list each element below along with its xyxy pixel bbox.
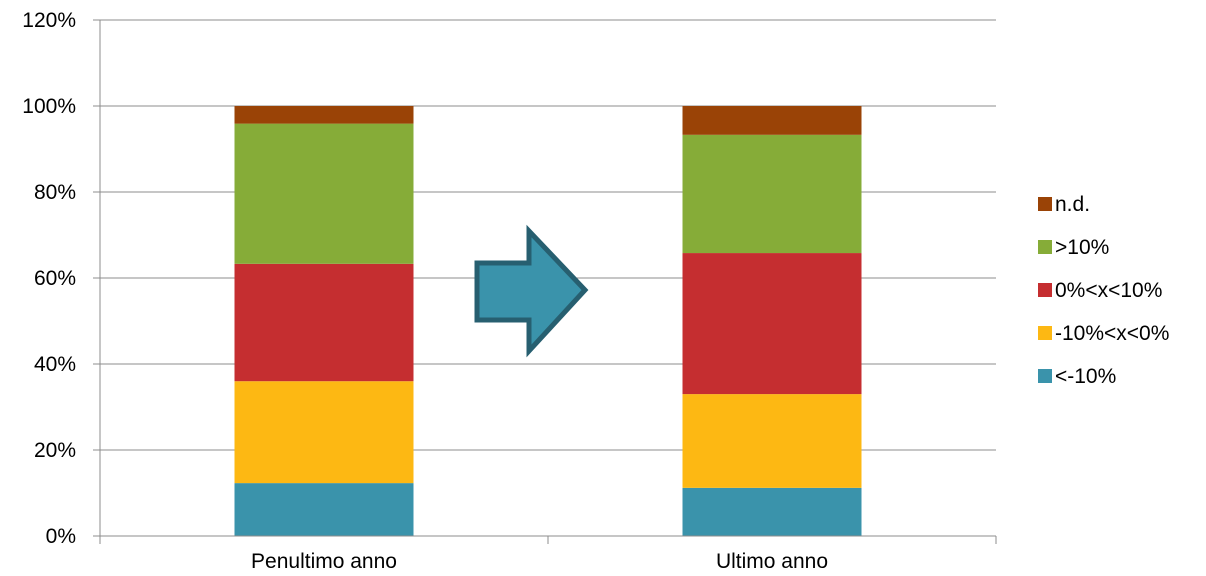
legend-label: >10% (1055, 236, 1109, 259)
bars (234, 106, 862, 536)
y-tick-label: 60% (34, 267, 76, 290)
legend: n.d. >10% 0%<x<10% -10%<x<0% <-10% (1038, 193, 1169, 388)
y-tick-label: 120% (22, 9, 76, 32)
bar-segment (682, 394, 862, 488)
y-tick-label: 20% (34, 439, 76, 462)
annotations (474, 224, 589, 358)
y-tick-label: 80% (34, 181, 76, 204)
legend-label: 0%<x<10% (1055, 279, 1162, 302)
y-tick-label: 40% (34, 353, 76, 376)
arrow-right-icon (474, 224, 589, 358)
tick-labels: 0% 20% 40% 60% 80% 100% 120% Penultimo anno Ulti… (22, 9, 828, 573)
bar-segment (682, 487, 862, 536)
legend-swatch (1038, 240, 1052, 254)
legend-swatch (1038, 369, 1052, 383)
bar-segment (682, 106, 862, 135)
bar-segment (234, 263, 414, 382)
gridlines (100, 19, 996, 451)
bar-segment (682, 253, 862, 395)
bar-segment (234, 381, 414, 484)
x-tick-label: Ultimo anno (716, 550, 828, 573)
legend-swatch (1038, 326, 1052, 340)
legend-swatch (1038, 283, 1052, 297)
bar-segment (234, 123, 414, 264)
bar-segment (234, 106, 414, 124)
legend-label: n.d. (1055, 193, 1090, 216)
legend-label: <-10% (1055, 365, 1116, 388)
y-tick-label: 100% (22, 95, 76, 118)
x-tick-label: Penultimo anno (251, 550, 397, 573)
bar-segment (682, 134, 862, 254)
bar-segment (234, 483, 414, 536)
legend-label: -10%<x<0% (1055, 322, 1169, 345)
legend-swatch (1038, 197, 1052, 211)
y-tick-label: 0% (46, 525, 76, 548)
axes (93, 19, 997, 544)
